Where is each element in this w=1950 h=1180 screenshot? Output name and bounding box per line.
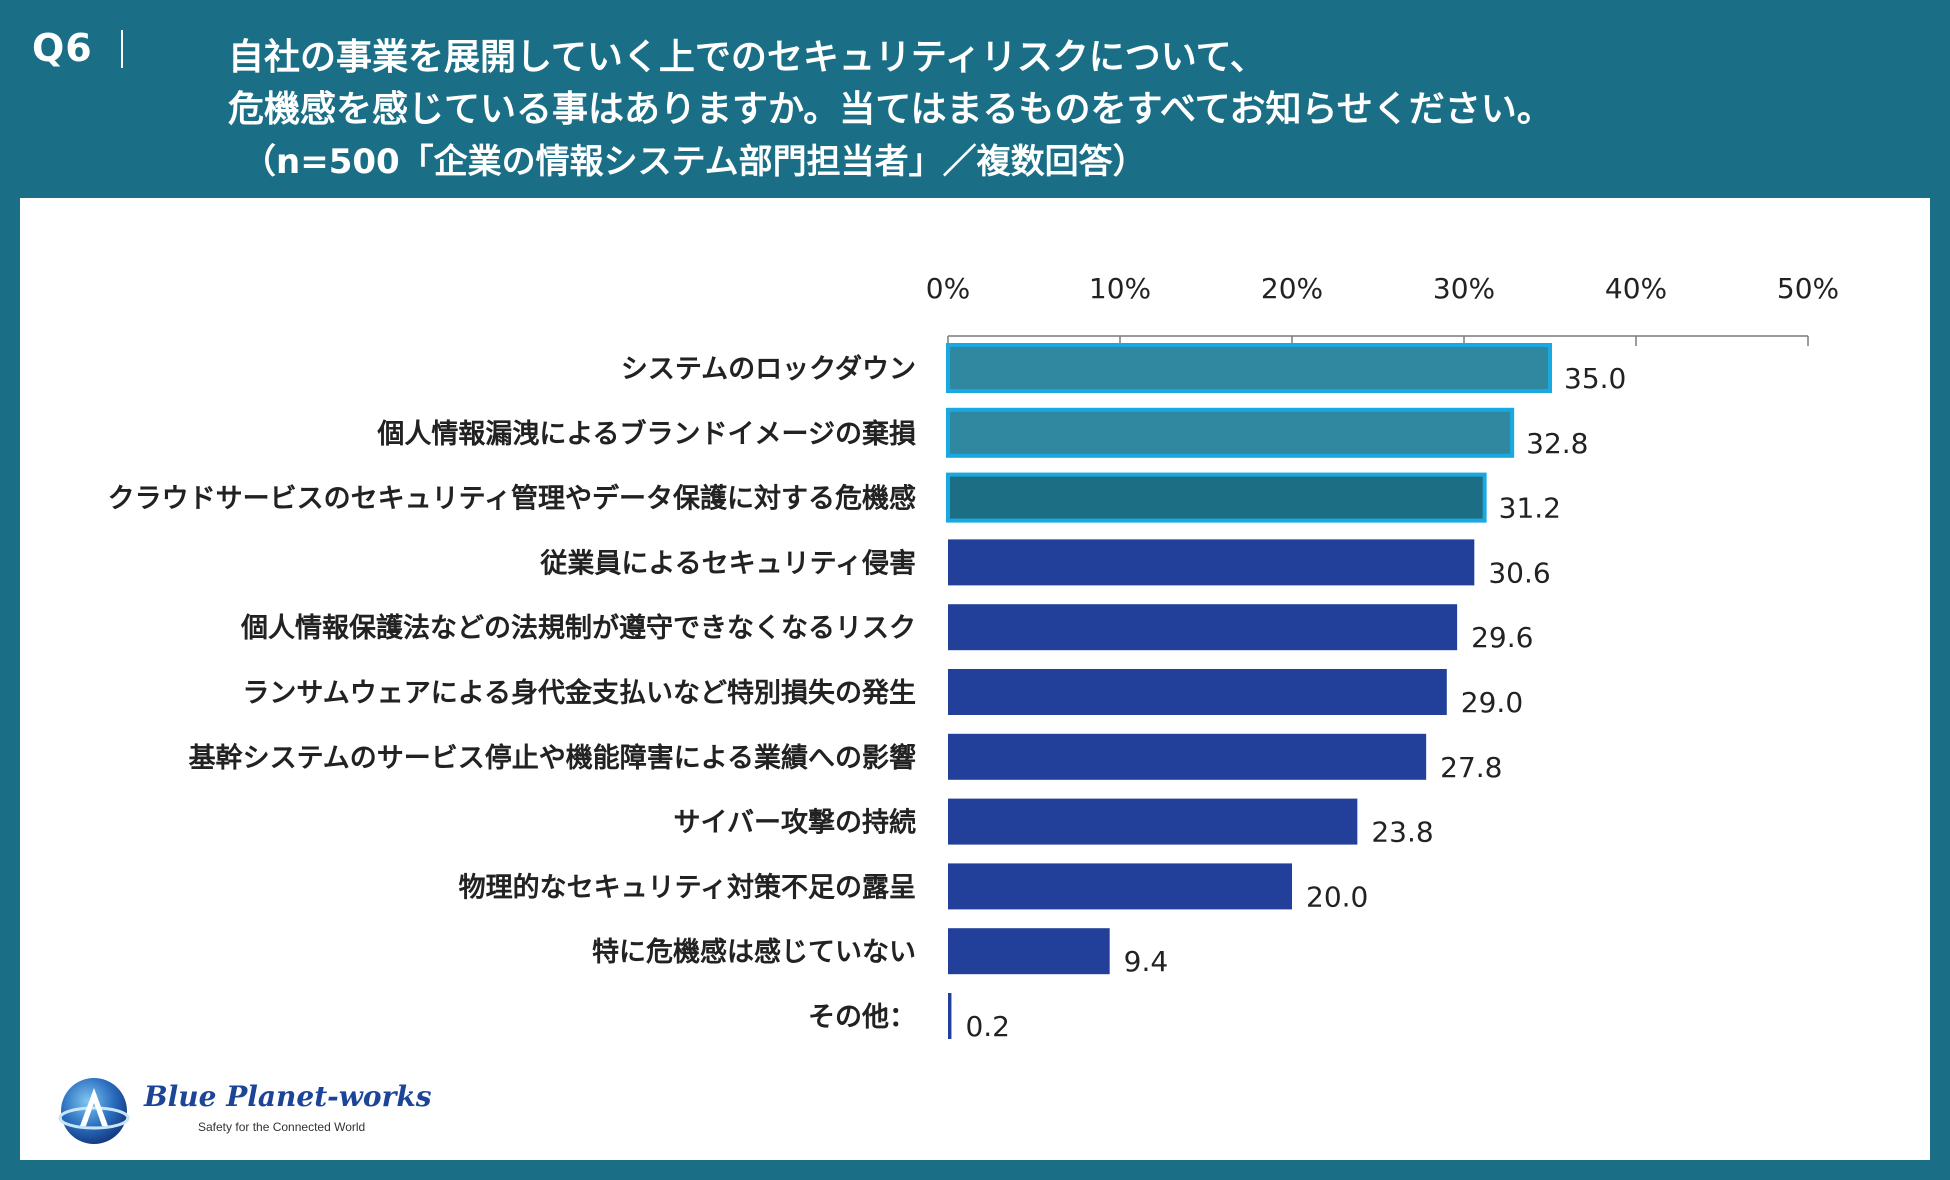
bar bbox=[948, 993, 952, 1039]
header: Q6 自社の事業を展開していく上でのセキュリティリスクについて、 危機感を感じて… bbox=[0, 0, 1950, 198]
bar bbox=[948, 733, 1427, 780]
bar bbox=[948, 798, 1358, 845]
category-label: 物理的なセキュリティ対策不足の露呈 bbox=[459, 871, 916, 903]
value-label: 30.6 bbox=[1488, 556, 1550, 589]
category-label: システムのロックダウン bbox=[621, 353, 916, 385]
x-tick-label: 20% bbox=[1261, 272, 1323, 305]
value-label: 20.0 bbox=[1306, 880, 1368, 913]
value-label: 32.8 bbox=[1526, 427, 1588, 460]
planet-logo-icon bbox=[58, 1078, 130, 1144]
x-tick-label: 0% bbox=[926, 272, 970, 305]
question-text-line-1: 自社の事業を展開していく上でのセキュリティリスクについて、 bbox=[228, 37, 1266, 78]
question-separator bbox=[121, 30, 123, 68]
category-label: 個人情報漏洩によるブランドイメージの棄損 bbox=[376, 418, 916, 450]
logo-tagline: Safety for the Connected World bbox=[198, 1120, 366, 1134]
x-tick-label: 10% bbox=[1089, 272, 1151, 305]
company-logo: Blue Planet-works Safety for the Connect… bbox=[56, 1076, 436, 1146]
value-label: 27.8 bbox=[1440, 751, 1502, 784]
sample-note: （n=500「企業の情報システム部門担当者」／複数回答） bbox=[242, 142, 1147, 182]
x-tick-label: 40% bbox=[1605, 272, 1667, 305]
bar bbox=[948, 669, 1447, 715]
category-label: 従業員によるセキュリティ侵害 bbox=[539, 547, 916, 579]
bar-chart: 0% 10% 20% 30% 40% 50% システムのロックダウン 35.0 個人情報漏洩によ… bbox=[108, 272, 1840, 1043]
chart-panel: 0% 10% 20% 30% 40% 50% システムのロックダウン 35.0 個人情報漏洩によ… bbox=[20, 198, 1930, 1160]
value-label: 0.2 bbox=[965, 1010, 1010, 1043]
category-label: クラウドサービスのセキュリティ管理やデータ保護に対する危機感 bbox=[108, 483, 916, 515]
logo-name: Blue Planet-works bbox=[144, 1080, 432, 1113]
x-tick-label: 50% bbox=[1777, 272, 1839, 305]
bar bbox=[948, 928, 1110, 975]
category-label: 基幹システムのサービス停止や機能障害による業績への影響 bbox=[189, 742, 916, 774]
category-label: 特に危機感は感じていない bbox=[592, 936, 916, 968]
category-label: サイバー攻撃の持続 bbox=[674, 808, 916, 839]
bar bbox=[946, 407, 1515, 458]
question-text-line-2: 危機感を感じている事はありますか。当てはまるものをすべてお知らせください。 bbox=[228, 89, 1553, 130]
category-label: その他： bbox=[808, 1002, 916, 1033]
value-label: 9.4 bbox=[1124, 945, 1169, 978]
question-number: Q6 bbox=[32, 26, 93, 70]
value-label: 23.8 bbox=[1371, 816, 1433, 849]
bar bbox=[948, 539, 1475, 586]
value-label: 29.6 bbox=[1471, 621, 1533, 654]
category-label: 個人情報保護法などの法規制が遵守できなくなるリスク bbox=[240, 612, 916, 644]
value-label: 35.0 bbox=[1564, 362, 1626, 395]
bar bbox=[946, 472, 1487, 523]
bar bbox=[948, 604, 1458, 651]
value-label: 29.0 bbox=[1461, 686, 1523, 719]
bar bbox=[948, 863, 1292, 910]
bar bbox=[946, 343, 1552, 393]
x-tick-label: 30% bbox=[1433, 272, 1495, 305]
category-label: ランサムウェアによる身代金支払いなど特別損失の発生 bbox=[242, 677, 916, 709]
value-label: 31.2 bbox=[1499, 492, 1561, 525]
